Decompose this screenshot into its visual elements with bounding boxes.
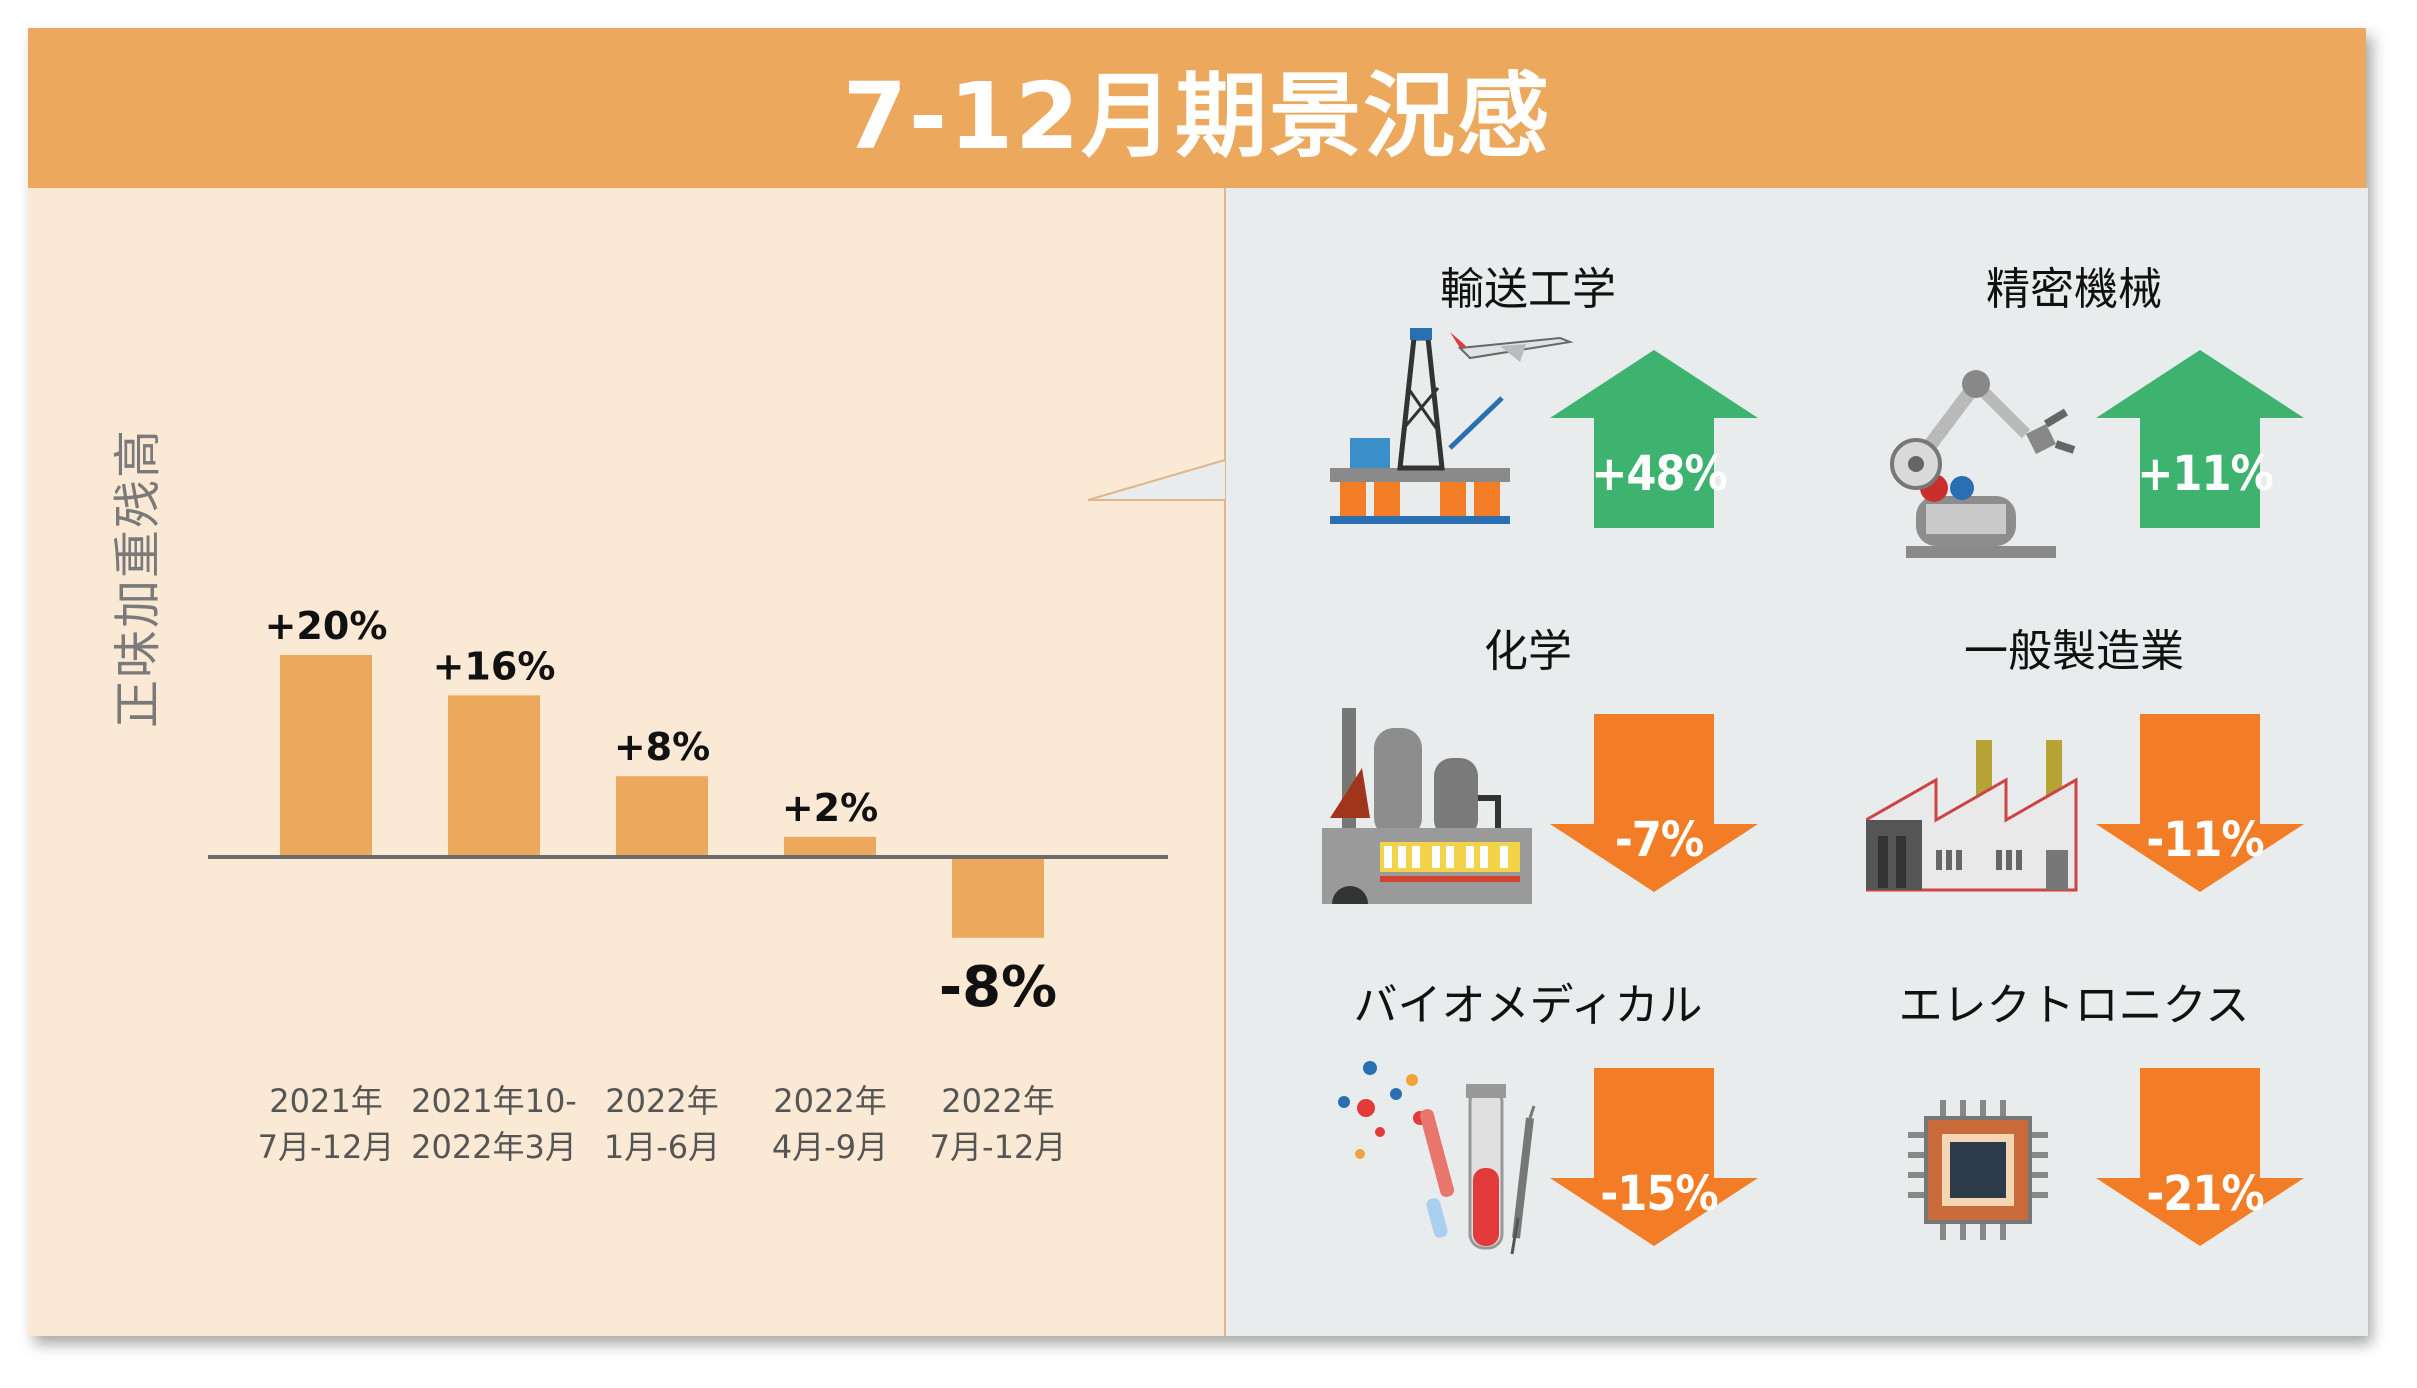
infographic-card: 7-12月期景況感 +20% +16% +8% +2% -8% 正味加重残高 2021年… bbox=[28, 28, 2368, 1336]
x-tick-line2: 7月-12月 bbox=[257, 1128, 395, 1166]
chart-panel bbox=[28, 188, 1224, 1336]
bar-2 bbox=[448, 695, 540, 857]
down-arrow-3 bbox=[1550, 714, 1760, 898]
factory-icon bbox=[1864, 740, 2086, 904]
x-tick-line1: 2022年 bbox=[941, 1082, 1055, 1120]
x-tick-line2: 4月-9月 bbox=[771, 1128, 889, 1166]
x-tick-line2: 1月-6月 bbox=[603, 1128, 721, 1166]
x-tick-label-5: 2022年 7月-12月 bbox=[908, 1078, 1088, 1170]
bar-value-label-1: +20% bbox=[265, 604, 388, 648]
sector-change-2: +11% bbox=[2137, 446, 2274, 502]
header-bar: 7-12月期景況感 bbox=[28, 28, 2366, 188]
test-tube-syringe-icon bbox=[1330, 1058, 1560, 1262]
oil-rig-airplane-icon bbox=[1330, 328, 1590, 532]
x-tick-label-3: 2022年 1月-6月 bbox=[572, 1078, 752, 1170]
bar-4 bbox=[784, 836, 876, 857]
sector-title-3: 化学 bbox=[1484, 626, 1572, 677]
sector-change-4: -11% bbox=[2146, 812, 2264, 868]
sector-change-5: -15% bbox=[1600, 1166, 1718, 1222]
bar-1 bbox=[280, 655, 372, 857]
sector-title-5: バイオメディカル bbox=[1353, 980, 1703, 1031]
bar-3 bbox=[616, 776, 708, 857]
x-tick-line1: 2022年 bbox=[773, 1082, 887, 1120]
x-tick-line2: 7月-12月 bbox=[929, 1128, 1067, 1166]
bar-value-label-4: +2% bbox=[782, 786, 878, 830]
bar-chart: +20% +16% +8% +2% -8% bbox=[208, 604, 1168, 1020]
sector-title-6: エレクトロニクス bbox=[1898, 980, 2250, 1031]
x-tick-line1: 2022年 bbox=[605, 1082, 719, 1120]
bar-value-label-2: +16% bbox=[433, 644, 556, 688]
x-tick-line1: 2021年10- bbox=[411, 1082, 577, 1120]
x-tick-label-2: 2021年10- 2022年3月 bbox=[404, 1078, 584, 1170]
bar-5 bbox=[952, 857, 1044, 938]
sector-title-2: 精密機械 bbox=[1986, 264, 2162, 315]
sector-change-3: -7% bbox=[1614, 812, 1704, 868]
chemical-plant-icon bbox=[1322, 708, 1532, 912]
x-tick-label-1: 2021年 7月-12月 bbox=[236, 1078, 416, 1170]
sector-change-1: +48% bbox=[1591, 446, 1728, 502]
robot-arm-icon bbox=[1886, 364, 2086, 568]
y-axis-label: 正味加重残高 bbox=[110, 427, 166, 728]
bar-value-label-5: -8% bbox=[939, 955, 1057, 1020]
x-tick-line2: 2022年3月 bbox=[411, 1128, 577, 1166]
sector-change-6: -21% bbox=[2146, 1166, 2264, 1222]
down-arrow-6 bbox=[2096, 1068, 2306, 1252]
bar-value-label-3: +8% bbox=[614, 725, 710, 769]
up-arrow-1 bbox=[1550, 350, 1760, 534]
sector-title-4: 一般製造業 bbox=[1964, 626, 2184, 677]
microchip-icon bbox=[1908, 1100, 2048, 1244]
sector-title-1: 輸送工学 bbox=[1440, 264, 1616, 315]
page-title: 7-12月期景況感 bbox=[842, 62, 1552, 170]
down-arrow-4 bbox=[2096, 714, 2306, 898]
x-tick-label-4: 2022年 4月-9月 bbox=[740, 1078, 920, 1170]
down-arrow-5 bbox=[1550, 1068, 1760, 1252]
x-tick-line1: 2021年 bbox=[269, 1082, 383, 1120]
up-arrow-2 bbox=[2096, 350, 2306, 534]
